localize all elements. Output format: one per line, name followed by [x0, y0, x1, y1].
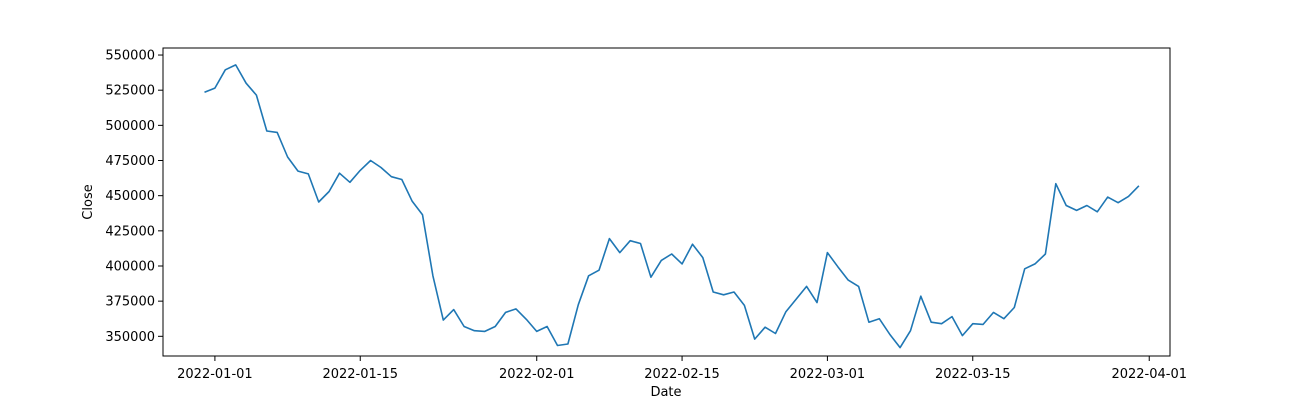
y-tick-label: 550000: [105, 49, 155, 64]
y-tick-label: 400000: [105, 259, 155, 274]
x-axis-label: Date: [650, 385, 681, 400]
y-axis-label: Close: [81, 184, 96, 219]
x-tick-label: 2022-03-15: [935, 367, 1011, 382]
y-tick-label: 525000: [105, 84, 155, 99]
y-axis-ticks: 350000 375000 400000 425000 450000 475000 5000…: [105, 49, 163, 345]
y-tick-label: 475000: [105, 154, 155, 169]
x-tick-label: 2022-02-01: [499, 367, 575, 382]
plot-frame: [162, 47, 1171, 357]
y-tick-label: 425000: [105, 224, 155, 239]
close-series-line: [204, 64, 1140, 349]
y-tick-label: 375000: [105, 295, 155, 310]
x-tick-label: 2022-01-01: [177, 367, 253, 382]
x-axis-ticks: 2022-01-01 2022-01-15 2022-02-01 2022-02-15…: [177, 356, 1187, 382]
plot-area: [163, 48, 1170, 356]
x-tick-label: 2022-01-15: [322, 367, 398, 382]
x-tick-label: 2022-02-15: [644, 367, 720, 382]
x-tick-label: 2022-04-01: [1111, 367, 1187, 382]
y-tick-label: 500000: [105, 119, 155, 134]
y-tick-label: 450000: [105, 189, 155, 204]
y-tick-label: 350000: [105, 330, 155, 345]
x-tick-label: 2022-03-01: [790, 367, 866, 382]
